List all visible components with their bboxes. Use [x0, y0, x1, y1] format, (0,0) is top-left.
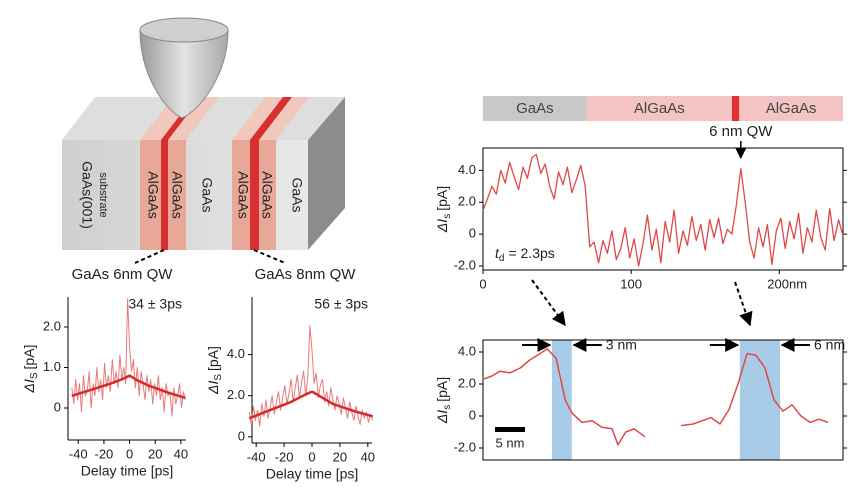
- x-tick-label: -20: [95, 446, 114, 461]
- quantum-well: [161, 140, 168, 250]
- y-label-sub: s: [442, 214, 453, 219]
- stm-tip: [139, 29, 229, 119]
- highlight-band: [552, 340, 572, 460]
- qw-label: 6 nm QW: [709, 123, 773, 140]
- x-tick-label: 20: [333, 449, 347, 464]
- layer-label: GaAs: [289, 177, 305, 212]
- y-axis-label: ΔIS [pA]: [205, 346, 224, 395]
- stm-tip-top: [139, 17, 229, 43]
- x-tick-label: 0: [479, 276, 486, 291]
- y-tick-label: 4.0: [458, 343, 476, 358]
- plot-frame: [482, 339, 844, 461]
- scale-bar-label: 5 nm: [496, 435, 525, 450]
- y-tick-label: 2.0: [458, 194, 476, 209]
- data-line: [71, 298, 186, 417]
- y-tick-label: -2.0: [454, 257, 476, 272]
- connector: [253, 249, 286, 264]
- y-label-main: ΔI: [21, 379, 37, 393]
- x-tick-label: 200nm: [767, 276, 807, 291]
- x-tick-label: 0: [126, 446, 133, 461]
- y-tick-label: 0: [54, 399, 61, 414]
- data-line: [248, 390, 374, 420]
- zoom-arrow: [734, 281, 753, 327]
- schematic: GaAs(001) substrate AlGaAs AlGaAs GaAs A…: [62, 17, 357, 283]
- y-tick-label: -2.0: [454, 439, 476, 454]
- width-label: 6 nm: [814, 337, 845, 353]
- x-tick-label: 100: [620, 276, 642, 291]
- y-tick-label: 0: [238, 428, 245, 443]
- x-tick-label: 0: [308, 449, 315, 464]
- y-tick-label: 2.0: [43, 318, 61, 333]
- quantum-well-top: [250, 97, 292, 140]
- layer-label: GaAs(001): [79, 161, 95, 229]
- x-tick-label: 40: [361, 449, 375, 464]
- y-label-unit: [pA]: [434, 186, 450, 211]
- layer-label: GaAs: [199, 177, 215, 212]
- layer-bar: [731, 96, 740, 121]
- annotation: 34 ± 3ps: [128, 296, 182, 312]
- quantum-well: [250, 140, 259, 250]
- layer-label: AlGaAs: [634, 100, 685, 117]
- width-label: 3 nm: [606, 337, 637, 353]
- y-tick-label: 0: [469, 226, 476, 241]
- data-line: [482, 348, 829, 446]
- annotation-sub: d: [499, 253, 505, 264]
- y-axis-label: ΔIS [pA]: [21, 345, 40, 394]
- y-axis-label: ΔIs [pA]: [434, 377, 453, 424]
- y-tick-label: 4.0: [227, 346, 245, 361]
- y-tick-label: 1.0: [43, 359, 61, 374]
- y-label-main: ΔI: [434, 410, 450, 424]
- layer-label: AlGaAs: [235, 171, 251, 218]
- y-tick-label: 2.0: [227, 387, 245, 402]
- scale-bar: [495, 427, 525, 432]
- x-tick-label: 20: [148, 446, 162, 461]
- annotation-main: t: [495, 245, 500, 261]
- layer-label: GaAs: [516, 100, 554, 117]
- x-axis-label: Delay time [ps]: [81, 463, 174, 479]
- layer-label: substrate: [97, 172, 109, 217]
- y-tick-label: 0: [469, 407, 476, 422]
- x-axis-label: Delay time [ps]: [266, 466, 359, 482]
- layer-label: AlGaAs: [169, 171, 185, 218]
- connector: [134, 249, 165, 264]
- layer-bar: [739, 96, 843, 121]
- x-tick-label: -20: [275, 449, 294, 464]
- y-label-sub: S: [29, 372, 40, 379]
- x-tick-label: -40: [247, 449, 266, 464]
- layer-label: AlGaAs: [259, 171, 275, 218]
- layer-bar: [483, 96, 587, 121]
- block-side: [308, 97, 345, 250]
- qw-label: GaAs 6nm QW: [72, 266, 174, 283]
- data-line: [482, 153, 844, 267]
- y-label-unit: [pA]: [434, 377, 450, 402]
- y-tick-label: 2.0: [458, 375, 476, 390]
- y-label-main: ΔI: [205, 381, 221, 395]
- y-label-sub: s: [442, 405, 453, 410]
- layer-bar: [586, 96, 732, 121]
- qw-label: GaAs 8nm QW: [255, 266, 357, 283]
- annotation: 56 ± 3ps: [314, 296, 368, 312]
- layer-label: AlGaAs: [766, 100, 817, 117]
- y-label-unit: [pA]: [21, 345, 37, 370]
- y-axis-label: ΔIs [pA]: [434, 186, 453, 233]
- y-label-sub: S: [213, 374, 224, 381]
- layer-label: AlGaAs: [145, 171, 161, 218]
- y-label-unit: [pA]: [205, 346, 221, 371]
- data-line: [71, 374, 186, 400]
- x-tick-label: 40: [174, 446, 188, 461]
- y-tick-label: 4.0: [458, 162, 476, 177]
- annotation-text: = 2.3ps: [508, 245, 554, 261]
- zoom-arrow: [531, 279, 566, 327]
- y-label-main: ΔI: [434, 219, 450, 233]
- annotation: td = 2.3ps: [495, 245, 555, 264]
- x-tick-label: -40: [69, 446, 88, 461]
